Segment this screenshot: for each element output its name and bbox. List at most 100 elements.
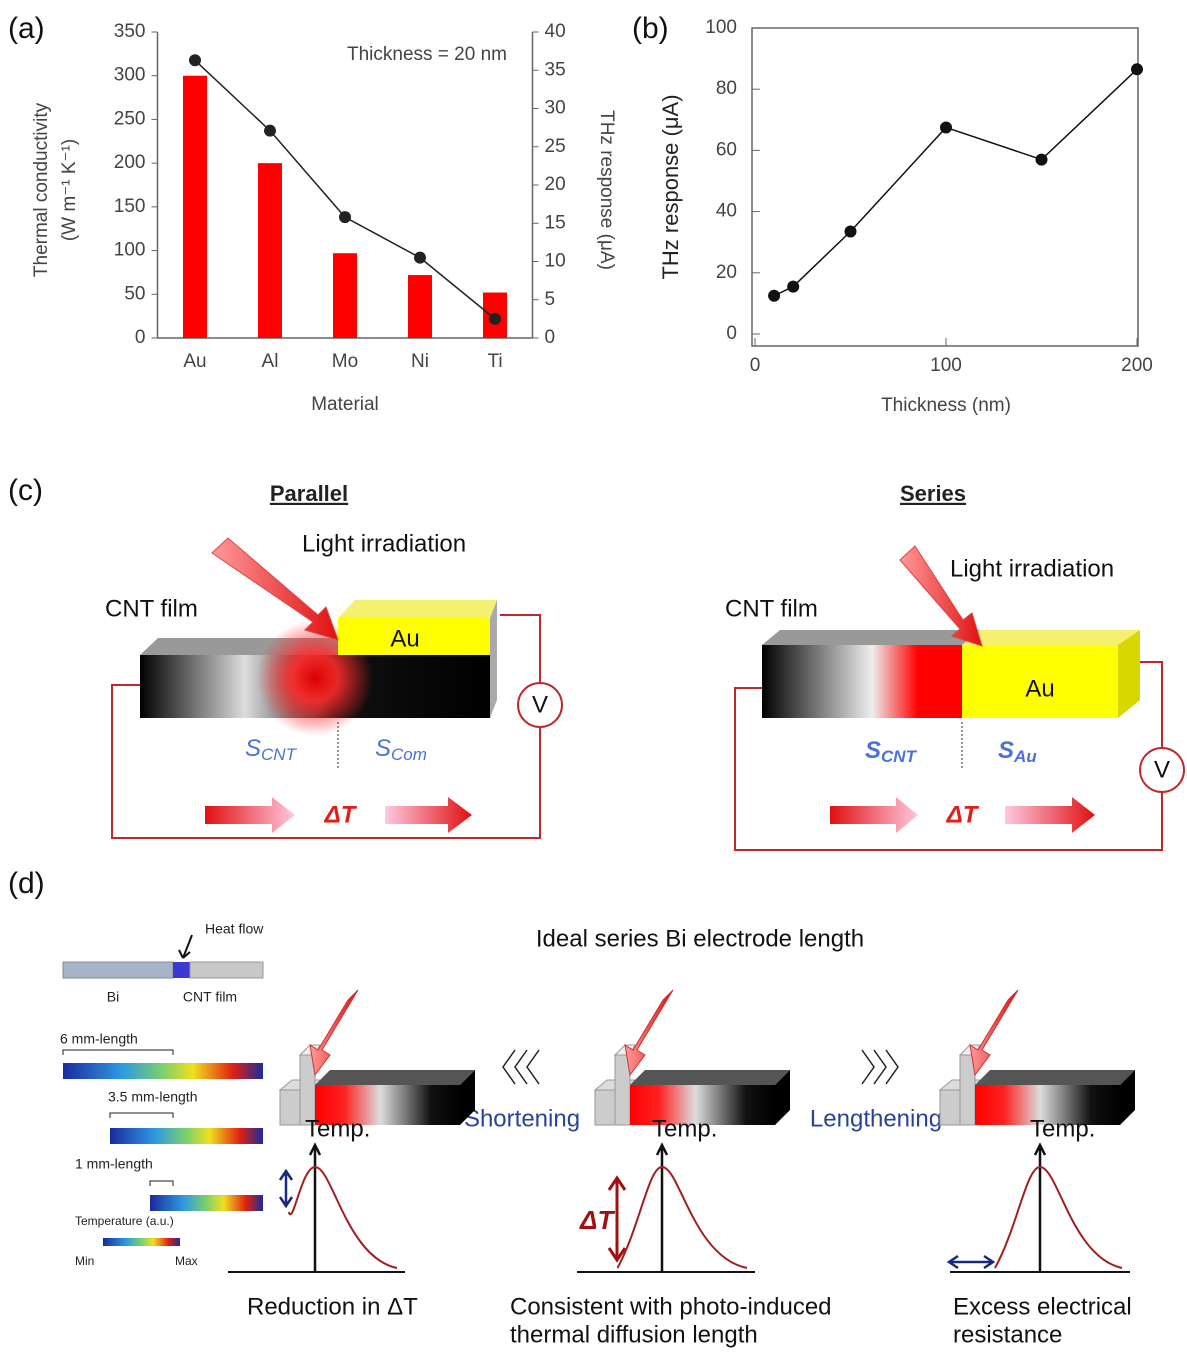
x-tick-label: Al — [262, 351, 279, 372]
point — [1035, 153, 1048, 166]
label: Temperature (a.u.) — [75, 1214, 174, 1228]
x-tick-label: Ti — [487, 351, 502, 372]
title: Ideal series Bi electrode length — [536, 925, 864, 952]
inset: Heat flow Bi CNT film 6 mm-length 3.5 mm… — [60, 921, 264, 1268]
voltmeter-label: V — [532, 691, 548, 718]
electrode — [962, 645, 1118, 718]
y-tick-label: 200 — [114, 152, 146, 173]
x-axis-label: Material — [311, 394, 379, 415]
film — [762, 645, 962, 718]
delta-t: ΔT — [946, 801, 980, 828]
panel-label: (d) — [8, 867, 45, 900]
temp-curve — [287, 1165, 398, 1269]
point — [940, 121, 952, 134]
point — [787, 280, 800, 293]
y-tick-label: 80 — [716, 78, 737, 99]
colorbar — [103, 1238, 180, 1246]
heading: Parallel — [270, 481, 348, 506]
film-top — [762, 630, 980, 645]
sim-bar — [63, 1063, 263, 1079]
point — [489, 312, 501, 325]
subscript: CNT — [881, 747, 918, 766]
caption: Consistent with photo-induced — [510, 1293, 832, 1320]
light-arrow — [309, 989, 359, 1077]
y2-tick-label: 25 — [545, 136, 566, 157]
x-tick-label: Mo — [332, 351, 358, 372]
y-tick-label: 40 — [716, 201, 737, 222]
y-tick-label: 300 — [114, 65, 146, 86]
temp-curve — [616, 1165, 748, 1269]
label: Light irradiation — [302, 530, 466, 557]
y-axis-label: (W m⁻¹ K⁻¹) — [59, 139, 80, 241]
bar — [333, 253, 357, 338]
bracket — [149, 1180, 174, 1186]
bar — [408, 275, 432, 338]
electrode-top — [338, 600, 497, 618]
diagram-parallel: Parallel V Light irradiation CNT film Au… — [105, 481, 563, 839]
subscript: Au — [1013, 747, 1037, 766]
heat-arrow — [205, 797, 295, 833]
seebeck-label: SCNT — [865, 737, 918, 766]
seebeck-label: SCom — [375, 735, 427, 764]
electrode-side — [1118, 630, 1140, 718]
axis-arrow — [308, 1142, 322, 1272]
label: Lengthening — [810, 1105, 942, 1132]
label: CNT film — [183, 989, 237, 1005]
y-tick-label: 350 — [114, 21, 146, 42]
y2-axis-label: THz response (μA) — [596, 110, 617, 270]
y-tick-label: 100 — [705, 17, 737, 38]
axis-label: Temp. — [1030, 1115, 1095, 1142]
label: Light irradiation — [950, 555, 1114, 582]
chevrons — [502, 1049, 899, 1085]
wire — [111, 614, 541, 839]
y2-tick-label: 30 — [545, 98, 566, 119]
bracket — [109, 1112, 174, 1118]
bi-bar — [62, 961, 174, 979]
caption: Reduction in ΔT — [247, 1293, 418, 1320]
axis-arrow — [655, 1142, 669, 1272]
label: CNT film — [725, 595, 818, 622]
light-arrow — [211, 537, 339, 641]
light-arrow — [899, 545, 983, 647]
x-tick-label: 200 — [1121, 355, 1153, 376]
x-tick-label: 100 — [930, 355, 962, 376]
y2-tick-label: 15 — [545, 212, 566, 233]
y2-tick-label: 35 — [545, 59, 566, 80]
delta-t: ΔT — [579, 1205, 615, 1235]
line — [773, 68, 1138, 297]
label: Au — [1025, 675, 1054, 702]
x-tick-label: 0 — [750, 355, 761, 376]
plot-frame — [751, 27, 1139, 347]
y-tick-label: 50 — [124, 283, 145, 304]
label: Min — [75, 1254, 94, 1268]
film-top — [630, 1070, 790, 1085]
caption: thermal diffusion length — [510, 1321, 758, 1348]
voltmeter — [517, 682, 563, 728]
heat-arrow — [1005, 797, 1095, 833]
y2-tick-label: 20 — [545, 174, 566, 195]
y-tick-label: 150 — [114, 196, 146, 217]
symbol: S — [998, 737, 1014, 764]
point — [414, 251, 426, 264]
y2-tick-label: 40 — [545, 21, 566, 42]
heat-arrow — [178, 934, 193, 959]
bar — [258, 163, 282, 338]
axis-label: Temp. — [652, 1115, 717, 1142]
label: Bi — [107, 989, 119, 1005]
heading: Series — [900, 481, 966, 506]
bracket — [62, 1049, 174, 1055]
heat-arrow — [385, 797, 472, 833]
subscript: CNT — [261, 745, 298, 764]
y-axis-label: THz response (μA) — [658, 94, 683, 279]
film-top — [975, 1070, 1135, 1085]
panel-label: (b) — [632, 12, 669, 45]
y2-tick-label: 10 — [545, 251, 566, 272]
film-top — [315, 1070, 475, 1085]
light-arrow — [624, 989, 674, 1077]
voltmeter — [1139, 747, 1185, 793]
delta-arrow — [607, 1175, 627, 1263]
y-tick-label: 0 — [135, 327, 146, 348]
point — [768, 289, 781, 302]
point — [264, 124, 276, 137]
label: 1 mm-length — [75, 1156, 153, 1172]
